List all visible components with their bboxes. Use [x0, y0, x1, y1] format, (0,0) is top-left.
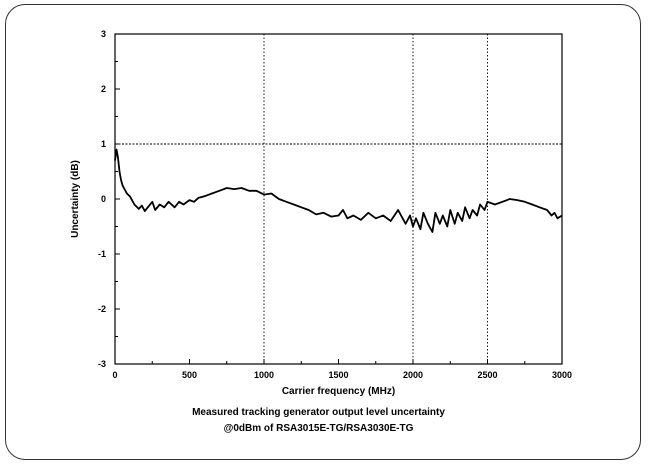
- x-tick-label: 0: [112, 370, 117, 380]
- y-axis-title: Uncertainty (dB): [70, 160, 81, 238]
- x-tick-label: 2500: [477, 370, 497, 380]
- y-tick-label: 2: [101, 84, 106, 94]
- y-tick-label: 3: [101, 29, 106, 39]
- x-tick-label: 1500: [328, 370, 348, 380]
- x-axis-ticks: 0 500 1000 1500 2000 2500 3000: [112, 359, 572, 380]
- x-axis-title: Carrier frequency (MHz): [282, 386, 395, 397]
- reference-lines: [115, 34, 562, 364]
- y-tick-label: -1: [98, 249, 106, 259]
- y-tick-label: 1: [101, 139, 106, 149]
- y-tick-label: 0: [101, 194, 106, 204]
- y-axis-ticks: -3 -2 -1 0 1 2 3: [98, 29, 120, 369]
- caption-line-1: Measured tracking generator output level…: [192, 407, 445, 418]
- x-tick-label: 1000: [254, 370, 274, 380]
- plot-area: [114, 33, 563, 365]
- caption-line-2: @0dBm of RSA3015E-TG/RSA3030E-TG: [224, 423, 414, 434]
- y-tick-label: -2: [98, 304, 106, 314]
- chart-frame: [5, 4, 641, 460]
- x-tick-label: 3000: [552, 370, 572, 380]
- y-tick-label: -3: [98, 359, 106, 369]
- x-tick-label: 500: [182, 370, 197, 380]
- series-line: [114, 148, 563, 233]
- x-tick-label: 2000: [403, 370, 423, 380]
